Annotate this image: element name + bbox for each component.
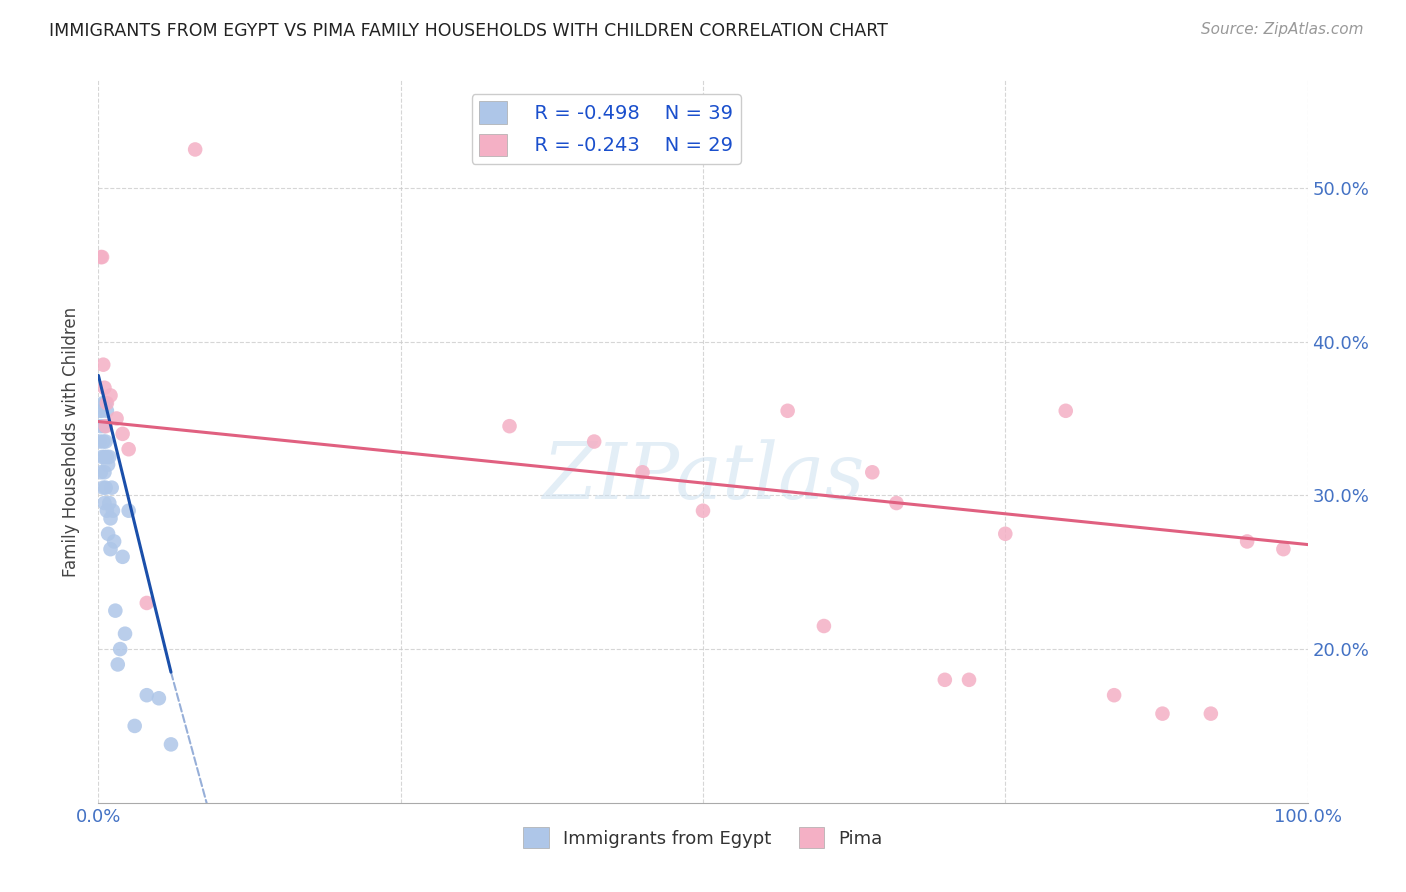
Point bbox=[101, 504, 124, 518]
Point bbox=[94, 481, 117, 495]
Point bbox=[148, 691, 170, 706]
Point bbox=[91, 481, 114, 495]
Point bbox=[886, 496, 908, 510]
Point bbox=[1272, 542, 1295, 557]
Point bbox=[93, 450, 115, 464]
Point bbox=[91, 450, 114, 464]
Point bbox=[90, 419, 112, 434]
Point bbox=[91, 396, 114, 410]
Point bbox=[1152, 706, 1174, 721]
Point bbox=[100, 542, 122, 557]
Point bbox=[860, 465, 883, 479]
Point bbox=[1199, 706, 1222, 721]
Y-axis label: Family Households with Children: Family Households with Children bbox=[62, 307, 80, 576]
Point bbox=[94, 396, 117, 410]
Point bbox=[124, 719, 146, 733]
Point bbox=[93, 465, 115, 479]
Point bbox=[957, 673, 980, 687]
Point bbox=[107, 657, 129, 672]
Point bbox=[90, 465, 112, 479]
Point bbox=[135, 688, 157, 702]
Text: Source: ZipAtlas.com: Source: ZipAtlas.com bbox=[1201, 22, 1364, 37]
Point bbox=[111, 426, 134, 441]
Point bbox=[1236, 534, 1258, 549]
Point bbox=[994, 526, 1017, 541]
Point bbox=[111, 549, 134, 564]
Point bbox=[89, 404, 111, 418]
Point bbox=[184, 143, 207, 157]
Point bbox=[160, 738, 183, 752]
Point bbox=[105, 411, 128, 425]
Point bbox=[93, 419, 115, 434]
Point bbox=[583, 434, 606, 449]
Point bbox=[98, 496, 121, 510]
Point bbox=[1102, 688, 1125, 702]
Text: ZIPatlas: ZIPatlas bbox=[541, 440, 865, 516]
Point bbox=[776, 404, 799, 418]
Point bbox=[118, 504, 141, 518]
Point bbox=[91, 358, 114, 372]
Point bbox=[498, 419, 520, 434]
Point bbox=[91, 250, 114, 264]
Point bbox=[118, 442, 141, 457]
Point bbox=[93, 496, 115, 510]
Point bbox=[96, 396, 118, 410]
Point bbox=[100, 511, 122, 525]
Point bbox=[90, 250, 112, 264]
Point bbox=[96, 450, 118, 464]
Point bbox=[97, 526, 120, 541]
Point bbox=[104, 604, 127, 618]
Point bbox=[94, 419, 117, 434]
Point bbox=[94, 434, 117, 449]
Text: IMMIGRANTS FROM EGYPT VS PIMA FAMILY HOUSEHOLDS WITH CHILDREN CORRELATION CHART: IMMIGRANTS FROM EGYPT VS PIMA FAMILY HOU… bbox=[49, 22, 889, 40]
Point bbox=[96, 404, 118, 418]
Legend: Immigrants from Egypt, Pima: Immigrants from Egypt, Pima bbox=[516, 820, 890, 855]
Point bbox=[100, 388, 122, 402]
Point bbox=[98, 450, 121, 464]
Point bbox=[934, 673, 956, 687]
Point bbox=[97, 458, 120, 472]
Point bbox=[89, 434, 111, 449]
Point bbox=[135, 596, 157, 610]
Point bbox=[91, 434, 114, 449]
Point bbox=[1054, 404, 1077, 418]
Point bbox=[103, 534, 125, 549]
Point bbox=[813, 619, 835, 633]
Point bbox=[631, 465, 654, 479]
Point bbox=[692, 504, 714, 518]
Point bbox=[100, 481, 122, 495]
Point bbox=[108, 642, 131, 657]
Point bbox=[96, 504, 118, 518]
Point bbox=[91, 404, 114, 418]
Point bbox=[93, 381, 115, 395]
Point bbox=[114, 626, 136, 640]
